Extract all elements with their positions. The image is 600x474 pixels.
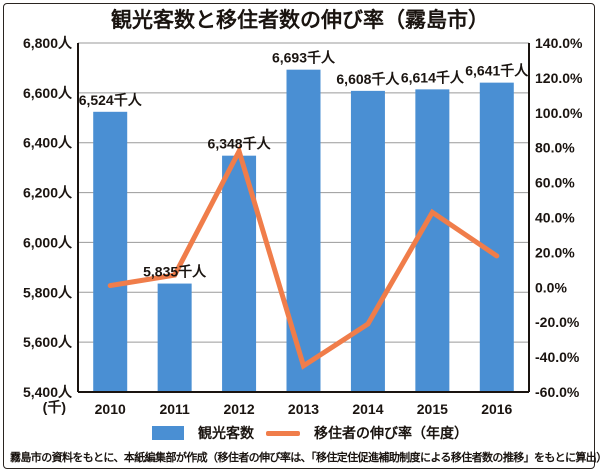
x-tick-label: 2010: [95, 401, 126, 417]
legend-swatch-line: [266, 430, 300, 436]
left-tick-label: 5,800人: [23, 284, 73, 300]
bar: [479, 82, 514, 393]
x-tick-label: 2012: [223, 401, 254, 417]
legend-label-bar: 観光客数: [198, 426, 254, 442]
legend-item-bar: 観光客数: [152, 423, 254, 443]
bar-data-label: 6,608千人: [336, 71, 400, 87]
bar: [350, 90, 385, 392]
right-tick-label: -60.0%: [535, 384, 580, 400]
bar: [93, 111, 128, 392]
legend-label-line: 移住者の伸び率（年度）: [314, 426, 468, 442]
left-axis-unit: (千): [43, 399, 66, 415]
chart-frame: [3, 3, 595, 469]
left-tick-label: 6,600人: [23, 85, 73, 101]
x-axis-ticks: 2010 2011 2012 2013 2014 2015 2016: [95, 401, 513, 417]
left-tick-label: 6,800人: [23, 35, 73, 51]
right-tick-label: 0.0%: [535, 279, 567, 295]
line-series: [107, 144, 500, 370]
bar: [157, 283, 192, 392]
left-tick-label: 6,200人: [23, 185, 73, 201]
bar-series: [93, 69, 514, 393]
left-tick-label: 5,600人: [23, 334, 73, 350]
right-tick-label: -20.0%: [535, 314, 580, 330]
x-tick-label: 2014: [352, 401, 383, 417]
x-tick-label: 2016: [481, 401, 512, 417]
right-tick-label: 140.0%: [535, 35, 583, 51]
legend: 観光客数 移住者の伸び率（年度）: [0, 423, 600, 443]
right-tick-label: 100.0%: [535, 105, 583, 121]
bar-data-label: 6,348千人: [208, 136, 272, 152]
bar-data-label: 6,524千人: [79, 92, 143, 108]
x-tick-label: 2013: [288, 401, 319, 417]
right-tick-label: -40.0%: [535, 349, 580, 365]
right-tick-label: 40.0%: [535, 210, 575, 226]
bar: [286, 69, 321, 392]
bar-data-label: 5,835千人: [143, 264, 207, 280]
chart-title: 観光客数と移住者数の伸び率（霧島市）: [111, 8, 489, 32]
bar: [415, 89, 450, 393]
axes: [77, 43, 530, 393]
bar-data-label: 6,693千人: [272, 50, 336, 66]
right-tick-label: 60.0%: [535, 175, 575, 191]
x-tick-label: 2011: [159, 401, 190, 417]
legend-swatch-bar: [152, 426, 184, 440]
bar-data-label: 6,614千人: [401, 69, 465, 85]
right-tick-label: 120.0%: [535, 70, 583, 86]
x-tick-label: 2015: [417, 401, 448, 417]
right-tick-label: 80.0%: [535, 140, 575, 156]
source-note: 霧島市の資料をもとに、本紙編集部が作成（移住者の伸び率は、「移住定住促進補助制度…: [10, 451, 600, 464]
right-axis-ticks: 140.0% 120.0% 100.0% 80.0% 60.0% 40.0% 20.0% 0.…: [535, 35, 583, 400]
left-axis-ticks: 6,800人 6,600人 6,400人 6,200人 6,000人 5,800人 5,60…: [23, 35, 73, 415]
left-tick-label: 5,400人: [23, 384, 73, 400]
left-tick-label: 6,400人: [23, 135, 73, 151]
right-tick-label: 20.0%: [535, 244, 575, 260]
bar-data-label: 6,641千人: [465, 63, 529, 79]
legend-item-line: 移住者の伸び率（年度）: [266, 423, 468, 443]
left-tick-label: 6,000人: [23, 234, 73, 250]
